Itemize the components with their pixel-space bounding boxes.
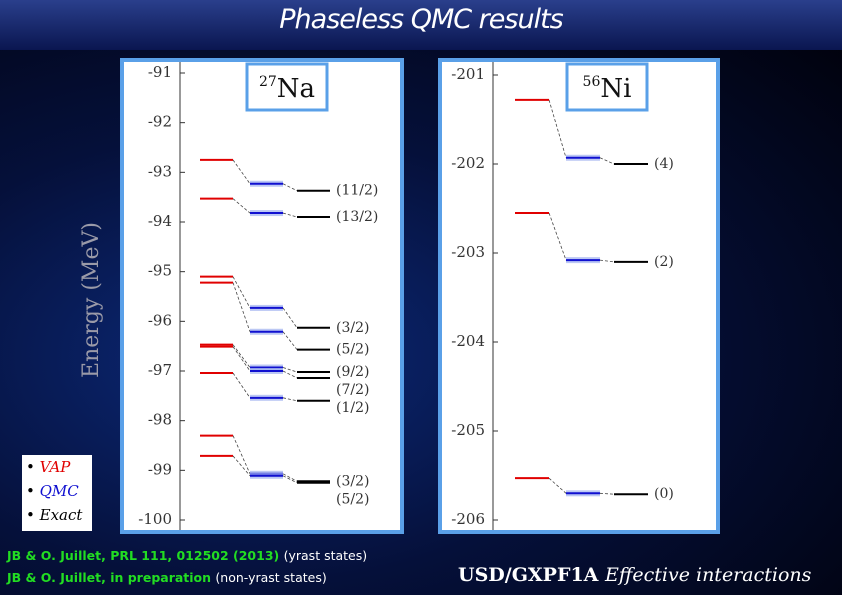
- connector: [282, 307, 298, 329]
- y-tick-label: -91: [148, 63, 172, 81]
- level-label: (13/2): [336, 209, 378, 225]
- y-tick-label: -94: [148, 212, 172, 230]
- connector: [232, 282, 251, 332]
- connector: [282, 370, 298, 379]
- connector: [599, 492, 615, 495]
- level-label: (0): [654, 486, 674, 502]
- level-label: (5/2): [336, 342, 369, 358]
- y-tick-label: -204: [451, 332, 485, 350]
- y-tick-label: -92: [148, 113, 172, 131]
- reference-note: (yrast states): [283, 548, 368, 563]
- level-label: (3/2): [336, 473, 369, 489]
- level-label: (3/2): [336, 320, 369, 336]
- plot-frame: [120, 58, 404, 534]
- legend-bullet: •: [26, 458, 40, 476]
- legend-entry: • VAP: [26, 455, 92, 479]
- reference: JB & O. Juillet, in preparation (non-yra…: [7, 570, 327, 585]
- level-label: (4): [654, 156, 674, 172]
- reference-text: JB & O. Juillet, PRL 111, 012502 (2013): [7, 548, 280, 563]
- y-tick-label: -203: [451, 243, 485, 261]
- y-tick-label: -201: [451, 65, 485, 83]
- connector: [232, 372, 251, 399]
- connector: [599, 157, 615, 165]
- y-tick-label: -95: [148, 262, 172, 280]
- interaction: USD/GXPF1A Effective interactions: [458, 564, 811, 586]
- nucleus-symbol: Na: [277, 74, 315, 104]
- connector: [282, 367, 298, 373]
- level-label: (1/2): [336, 400, 369, 416]
- y-tick-label: -202: [451, 154, 485, 172]
- y-tick-label: -205: [451, 421, 485, 439]
- reference-text: JB & O. Juillet, in preparation: [7, 570, 212, 585]
- nucleus-label: 56Ni: [583, 74, 632, 104]
- y-tick-label: -97: [148, 361, 172, 379]
- legend: • VAP • QMC • Exact: [22, 455, 92, 531]
- connector: [548, 477, 567, 494]
- connector: [232, 435, 251, 474]
- level-label: (5/2): [336, 491, 369, 507]
- y-tick-label: -206: [451, 510, 485, 528]
- level-label: (9/2): [336, 364, 369, 380]
- legend-bullet: •: [26, 506, 40, 524]
- reference-note: (non-yrast states): [215, 570, 327, 585]
- connector: [548, 212, 567, 261]
- legend-text: Exact: [39, 506, 83, 524]
- slide-title: Phaseless QMC results: [279, 4, 563, 35]
- connector: [282, 473, 298, 482]
- level-label: (2): [654, 254, 674, 270]
- legend-entry: • QMC: [26, 479, 92, 503]
- reference: JB & O. Juillet, PRL 111, 012502 (2013) …: [7, 548, 367, 563]
- nucleus-mass: 27: [259, 74, 277, 90]
- y-tick-label: -93: [148, 162, 172, 180]
- connector: [282, 183, 298, 192]
- nucleus-box: [245, 62, 329, 112]
- y-tick-label: -98: [148, 411, 172, 429]
- connector: [232, 276, 251, 309]
- nucleus-mass: 56: [583, 74, 601, 90]
- nucleus-box: [565, 62, 649, 112]
- connector: [282, 212, 298, 218]
- level-label: (11/2): [336, 183, 378, 199]
- connector: [548, 99, 567, 158]
- legend-text: VAP: [39, 458, 71, 476]
- header-bar: [0, 0, 842, 50]
- level-label: (7/2): [336, 382, 369, 398]
- interaction-name: USD/GXPF1A: [458, 564, 599, 586]
- legend-entry: • Exact: [26, 503, 92, 527]
- connector: [282, 331, 298, 350]
- nucleus-label: 27Na: [259, 74, 315, 104]
- y-axis-title: Energy (MeV): [79, 222, 104, 378]
- connector: [282, 397, 298, 402]
- y-tick-label: -96: [148, 311, 172, 329]
- nucleus-symbol: Ni: [600, 74, 631, 104]
- y-tick-label: -99: [148, 460, 172, 478]
- plot-frame: [438, 58, 720, 534]
- legend-bullet: •: [26, 482, 40, 500]
- connector: [232, 198, 251, 214]
- y-tick-label: -100: [138, 510, 172, 528]
- interaction-note: Effective interactions: [605, 564, 812, 586]
- legend-text: QMC: [39, 482, 79, 500]
- connector: [599, 259, 615, 263]
- connector: [232, 455, 251, 477]
- connector: [282, 475, 298, 484]
